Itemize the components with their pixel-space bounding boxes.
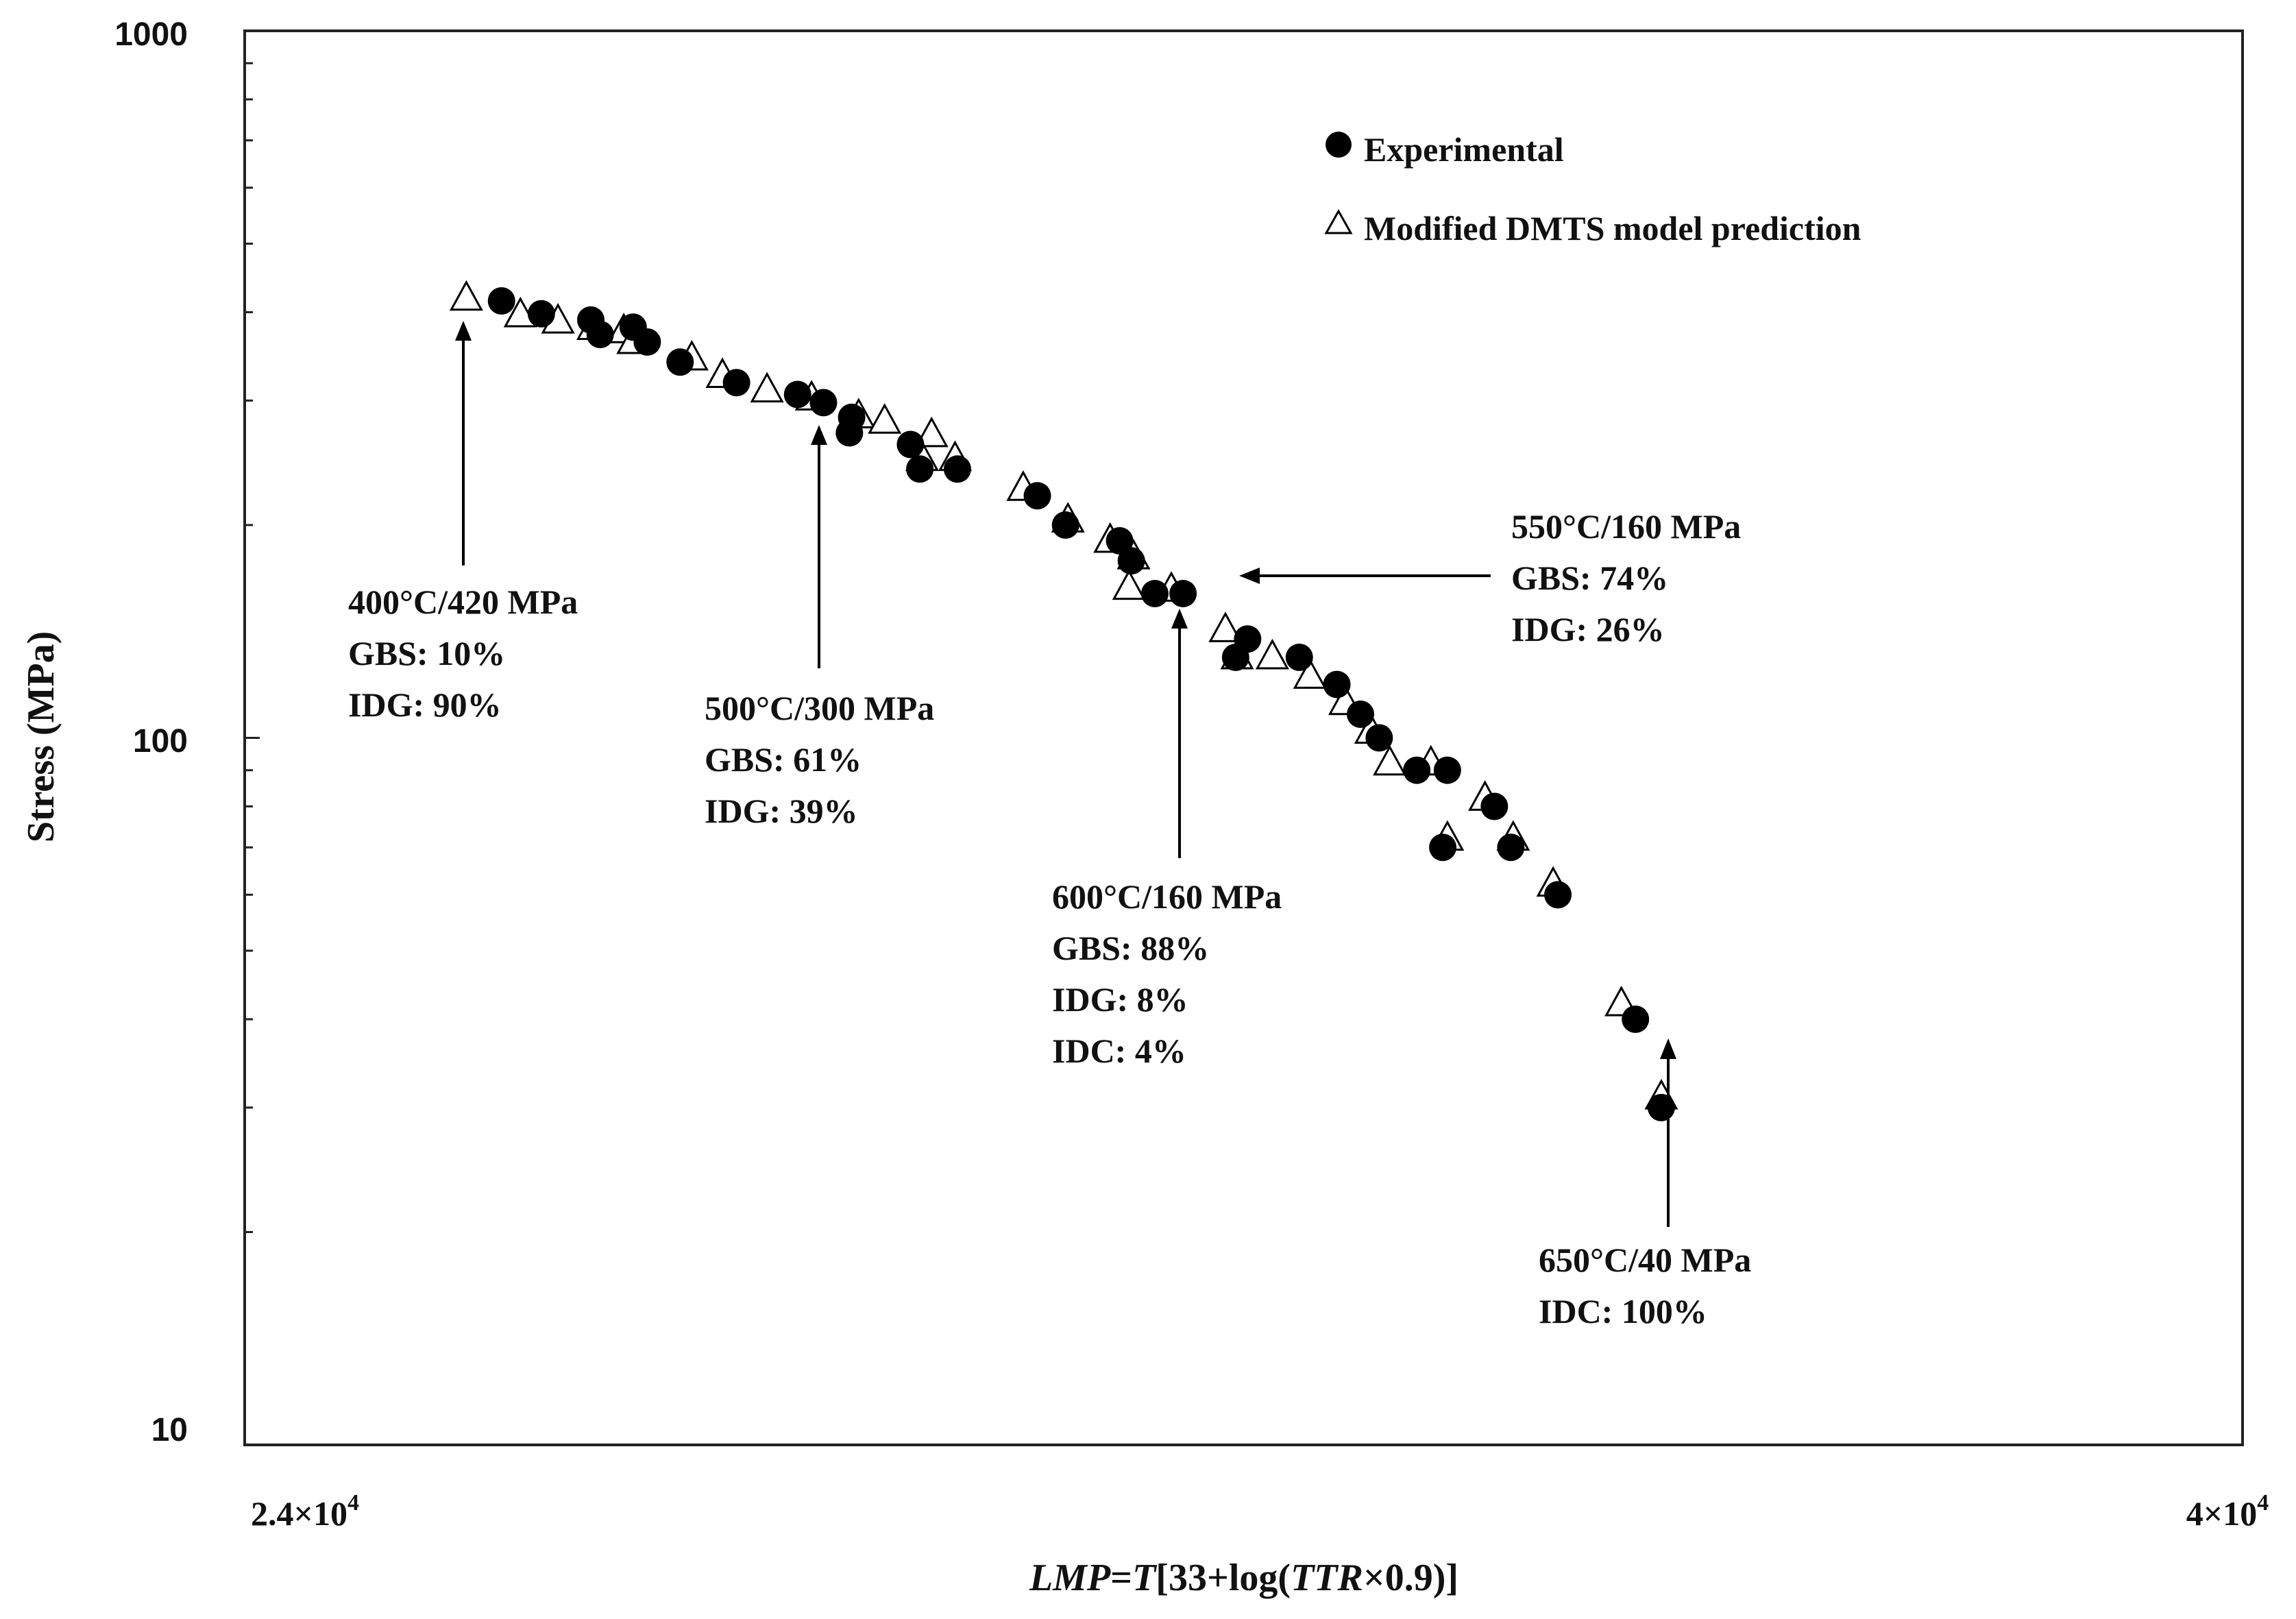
experimental-point-2 (527, 300, 555, 328)
experimental-point-16 (1023, 482, 1051, 510)
annotation-600c-line-2: GBS: 88% (1052, 929, 1209, 967)
experimental-point-34 (1622, 1005, 1650, 1033)
y-tick-label-100: 100 (133, 723, 188, 759)
annotation-550c: 550°C/160 MPa GBS: 74% IDG: 26% (1511, 507, 1741, 648)
experimental-point-25 (1323, 670, 1351, 698)
annotation-650c-line-2: IDC: 100% (1539, 1292, 1707, 1330)
experimental-point-28 (1403, 756, 1431, 784)
series-experimental (487, 287, 1675, 1121)
arrow-400c-head (455, 321, 472, 341)
experimental-point-4 (586, 320, 614, 348)
experimental-point-7 (666, 348, 694, 376)
experimental-point-30 (1429, 833, 1457, 862)
experimental-point-20 (1140, 579, 1169, 607)
experimental-point-35 (1647, 1093, 1675, 1121)
annotation-400c-line-1: 400°C/420 MPa (348, 583, 578, 621)
experimental-point-24 (1285, 643, 1313, 671)
annotation-600c-line-4: IDC: 4% (1052, 1032, 1186, 1070)
model-prediction-point-28 (1373, 744, 1407, 776)
y-tick-label-10: 10 (151, 1412, 188, 1448)
model-prediction-point-12 (868, 403, 902, 434)
experimental-point-8 (722, 369, 750, 397)
experimental-point-12 (835, 419, 864, 447)
experimental-point-27 (1365, 724, 1393, 752)
x-tick-label-40000: 4×104 (2186, 1490, 2269, 1533)
experimental-point-21 (1169, 579, 1197, 607)
annotation-550c-line-2: GBS: 74% (1511, 559, 1668, 597)
annotation-400c: 400°C/420 MPa GBS: 10% IDG: 90% (348, 583, 578, 724)
legend-label-model-prediction: Modified DMTS model prediction (1364, 209, 1861, 247)
legend-marker-model-prediction (1324, 208, 1353, 234)
model-prediction-point-24 (1255, 638, 1289, 670)
experimental-point-15 (943, 455, 971, 483)
experimental-point-6 (633, 328, 661, 356)
annotation-650c: 650°C/40 MPa IDC: 100% (1539, 1241, 1751, 1330)
experimental-point-14 (906, 455, 934, 483)
model-prediction-point-1 (449, 280, 483, 311)
experimental-point-23 (1234, 625, 1262, 653)
annotation-500c-line-3: IDG: 39% (705, 792, 858, 830)
y-axis-ticks (245, 29, 260, 1446)
annotation-500c-line-2: GBS: 61% (705, 740, 862, 779)
annotation-600c-line-1: 600°C/160 MPa (1052, 877, 1282, 916)
experimental-point-18 (1106, 526, 1134, 555)
model-prediction-point-22 (1208, 611, 1243, 642)
experimental-point-1 (487, 287, 515, 315)
experimental-point-33 (1544, 881, 1572, 909)
arrow-550c-head (1239, 568, 1260, 584)
experimental-point-29 (1433, 756, 1461, 784)
annotation-500c-line-1: 500°C/300 MPa (705, 689, 934, 727)
annotation-600c-line-3: IDG: 8% (1052, 980, 1188, 1019)
experimental-point-9 (783, 380, 811, 409)
x-tick-label-24000: 2.4×104 (251, 1490, 359, 1533)
experimental-point-26 (1347, 701, 1375, 729)
annotation-arrows (455, 321, 1676, 1227)
model-prediction-point-25 (1293, 658, 1327, 689)
model-prediction-point-9 (750, 372, 784, 403)
legend-marker-experimental (1326, 132, 1352, 158)
annotation-600c: 600°C/160 MPa GBS: 88% IDG: 8% IDC: 4% (1052, 877, 1282, 1070)
legend-label-experimental: Experimental (1364, 130, 1564, 169)
annotation-400c-line-3: IDG: 90% (348, 685, 502, 724)
experimental-point-19 (1117, 547, 1145, 575)
arrow-500c-head (811, 425, 827, 445)
annotation-550c-line-1: 550°C/160 MPa (1511, 507, 1741, 546)
annotation-400c-line-2: GBS: 10% (348, 634, 505, 672)
model-prediction-point-13 (914, 416, 949, 448)
y-axis-title: Stress (MPa) (20, 631, 62, 842)
y-tick-label-1000: 1000 (114, 16, 188, 53)
annotation-650c-line-1: 650°C/40 MPa (1539, 1241, 1751, 1279)
experimental-point-17 (1051, 511, 1079, 539)
experimental-point-10 (809, 389, 838, 417)
experimental-point-31 (1480, 792, 1509, 820)
annotation-500c: 500°C/300 MPa GBS: 61% IDG: 39% (705, 689, 934, 830)
annotation-550c-line-3: IDG: 26% (1511, 610, 1665, 648)
model-prediction-point-20 (1112, 569, 1146, 600)
experimental-point-32 (1497, 833, 1525, 862)
plot-area-frame (243, 29, 2244, 1446)
arrow-600c-head (1171, 609, 1188, 629)
x-axis-title: LMP=T[33+log(TTR×0.9)] (1029, 1557, 1458, 1599)
experimental-point-13 (896, 430, 925, 459)
arrow-650c-head (1660, 1038, 1676, 1059)
legend: Experimental Modified DMTS model predict… (1324, 130, 1861, 247)
